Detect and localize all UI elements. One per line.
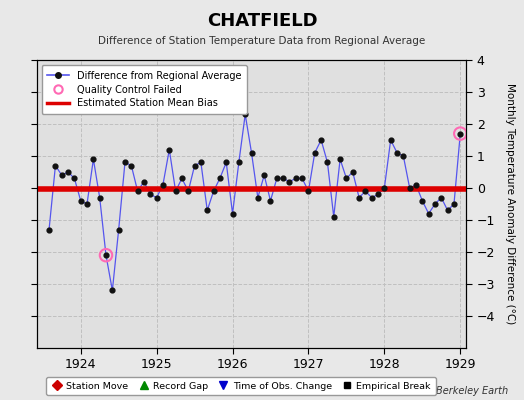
Point bbox=[210, 188, 218, 194]
Point bbox=[298, 175, 307, 182]
Point bbox=[399, 153, 408, 159]
Point bbox=[102, 252, 110, 258]
Point bbox=[374, 191, 383, 198]
Text: CHATFIELD: CHATFIELD bbox=[206, 12, 318, 30]
Point bbox=[146, 191, 155, 198]
Point bbox=[418, 198, 427, 204]
Point bbox=[424, 210, 433, 217]
Point bbox=[393, 150, 401, 156]
Point bbox=[196, 159, 205, 166]
Point bbox=[64, 169, 72, 175]
Point bbox=[317, 137, 325, 143]
Point bbox=[323, 159, 332, 166]
Point bbox=[140, 178, 148, 185]
Point bbox=[77, 198, 85, 204]
Point bbox=[134, 188, 142, 194]
Point bbox=[342, 175, 351, 182]
Text: Berkeley Earth: Berkeley Earth bbox=[436, 386, 508, 396]
Point bbox=[178, 175, 186, 182]
Point bbox=[355, 194, 363, 201]
Point bbox=[437, 194, 445, 201]
Point bbox=[45, 226, 53, 233]
Point bbox=[95, 194, 104, 201]
Point bbox=[367, 194, 376, 201]
Point bbox=[203, 207, 212, 214]
Point bbox=[330, 214, 338, 220]
Point bbox=[171, 188, 180, 194]
Point bbox=[387, 137, 395, 143]
Point bbox=[291, 175, 300, 182]
Point bbox=[260, 172, 268, 178]
Point bbox=[279, 175, 287, 182]
Point bbox=[152, 194, 161, 201]
Point bbox=[121, 159, 129, 166]
Point bbox=[450, 201, 458, 207]
Point bbox=[228, 210, 237, 217]
Point bbox=[184, 188, 192, 194]
Point bbox=[114, 226, 123, 233]
Point bbox=[361, 188, 369, 194]
Point bbox=[456, 130, 464, 137]
Point bbox=[254, 194, 262, 201]
Point bbox=[380, 185, 389, 191]
Point bbox=[247, 150, 256, 156]
Point bbox=[165, 146, 173, 153]
Point bbox=[102, 252, 110, 258]
Point bbox=[336, 156, 344, 162]
Legend: Station Move, Record Gap, Time of Obs. Change, Empirical Break: Station Move, Record Gap, Time of Obs. C… bbox=[47, 377, 435, 395]
Point bbox=[241, 111, 249, 118]
Point bbox=[431, 201, 439, 207]
Point bbox=[443, 207, 452, 214]
Point bbox=[456, 130, 464, 137]
Point bbox=[58, 172, 66, 178]
Text: Difference of Station Temperature Data from Regional Average: Difference of Station Temperature Data f… bbox=[99, 36, 425, 46]
Point bbox=[285, 178, 293, 185]
Point bbox=[406, 185, 414, 191]
Point bbox=[89, 156, 97, 162]
Point bbox=[235, 159, 243, 166]
Point bbox=[216, 175, 224, 182]
Point bbox=[304, 188, 313, 194]
Point bbox=[222, 159, 231, 166]
Point bbox=[83, 201, 91, 207]
Point bbox=[348, 169, 357, 175]
Y-axis label: Monthly Temperature Anomaly Difference (°C): Monthly Temperature Anomaly Difference (… bbox=[505, 83, 515, 325]
Point bbox=[311, 150, 319, 156]
Point bbox=[159, 182, 167, 188]
Point bbox=[266, 198, 275, 204]
Point bbox=[190, 162, 199, 169]
Point bbox=[108, 287, 116, 294]
Point bbox=[127, 162, 136, 169]
Point bbox=[70, 175, 79, 182]
Point bbox=[51, 162, 60, 169]
Point bbox=[412, 182, 420, 188]
Legend: Difference from Regional Average, Quality Control Failed, Estimated Station Mean: Difference from Regional Average, Qualit… bbox=[41, 65, 247, 114]
Point bbox=[272, 175, 281, 182]
